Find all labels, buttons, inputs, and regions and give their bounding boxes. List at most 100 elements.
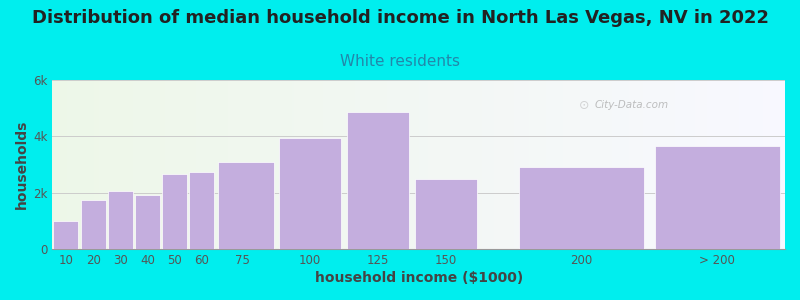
Bar — [685, 80, 687, 249]
Bar — [519, 167, 644, 249]
Bar — [380, 80, 382, 249]
Bar — [622, 80, 624, 249]
Bar — [262, 80, 265, 249]
Bar — [775, 80, 778, 249]
Bar — [509, 80, 511, 249]
Bar — [756, 80, 758, 249]
Bar — [328, 80, 330, 249]
Bar — [223, 80, 226, 249]
Bar — [580, 80, 582, 249]
Text: White residents: White residents — [340, 54, 460, 69]
Bar — [626, 80, 629, 249]
Bar — [531, 80, 534, 249]
Bar — [568, 80, 570, 249]
Bar — [541, 80, 543, 249]
Bar — [353, 80, 355, 249]
Bar — [162, 80, 165, 249]
Bar — [758, 80, 761, 249]
Bar — [606, 80, 609, 249]
Bar — [436, 80, 438, 249]
Bar — [179, 80, 182, 249]
Bar — [241, 80, 243, 249]
Bar — [506, 80, 509, 249]
Bar — [246, 80, 248, 249]
Bar — [450, 80, 453, 249]
Bar — [414, 178, 477, 249]
Bar — [282, 80, 284, 249]
Bar — [682, 80, 685, 249]
Bar — [297, 80, 299, 249]
Bar — [189, 80, 191, 249]
Bar — [624, 80, 626, 249]
Bar — [558, 80, 560, 249]
Bar — [423, 80, 426, 249]
Bar — [460, 80, 462, 249]
Bar — [121, 80, 123, 249]
Bar — [133, 80, 135, 249]
Bar — [374, 80, 377, 249]
Bar — [191, 80, 194, 249]
Bar — [306, 80, 309, 249]
Bar — [292, 80, 294, 249]
Bar — [782, 80, 785, 249]
Bar — [123, 80, 126, 249]
Bar — [478, 80, 480, 249]
Bar — [214, 80, 216, 249]
Bar — [206, 80, 209, 249]
Bar — [165, 80, 167, 249]
Bar — [480, 80, 482, 249]
Bar — [411, 80, 414, 249]
Bar — [754, 80, 756, 249]
Bar — [392, 80, 394, 249]
Bar — [272, 80, 274, 249]
Bar — [458, 80, 460, 249]
Bar — [150, 80, 153, 249]
Bar — [467, 80, 470, 249]
Bar — [382, 80, 385, 249]
Bar — [705, 80, 707, 249]
Bar — [736, 80, 738, 249]
Bar — [138, 80, 140, 249]
Bar — [550, 80, 553, 249]
Bar — [365, 80, 367, 249]
Bar — [555, 80, 558, 249]
Bar — [778, 80, 780, 249]
Bar — [699, 80, 702, 249]
Bar — [763, 80, 766, 249]
Bar — [274, 80, 277, 249]
Bar — [629, 80, 631, 249]
Bar — [602, 80, 604, 249]
Bar — [587, 80, 590, 249]
Bar — [631, 80, 634, 249]
Bar — [226, 80, 228, 249]
Bar — [346, 112, 410, 249]
Bar — [490, 80, 492, 249]
Bar — [194, 80, 197, 249]
Bar — [290, 80, 292, 249]
Bar — [597, 80, 599, 249]
Bar — [643, 80, 646, 249]
Bar — [126, 80, 128, 249]
Bar — [140, 80, 142, 249]
Bar — [714, 80, 717, 249]
Bar — [94, 80, 96, 249]
Bar — [658, 80, 661, 249]
Bar — [434, 80, 436, 249]
Bar — [390, 80, 392, 249]
Bar — [650, 80, 653, 249]
Bar — [160, 80, 162, 249]
Bar — [780, 80, 782, 249]
Bar — [321, 80, 323, 249]
Bar — [743, 80, 746, 249]
Bar — [336, 80, 338, 249]
Bar — [485, 80, 487, 249]
Bar — [429, 80, 431, 249]
Bar — [443, 80, 446, 249]
Bar — [566, 80, 568, 249]
Bar — [560, 80, 562, 249]
Bar — [367, 80, 370, 249]
Bar — [470, 80, 473, 249]
Bar — [111, 80, 114, 249]
Bar — [722, 80, 724, 249]
Bar — [174, 80, 177, 249]
